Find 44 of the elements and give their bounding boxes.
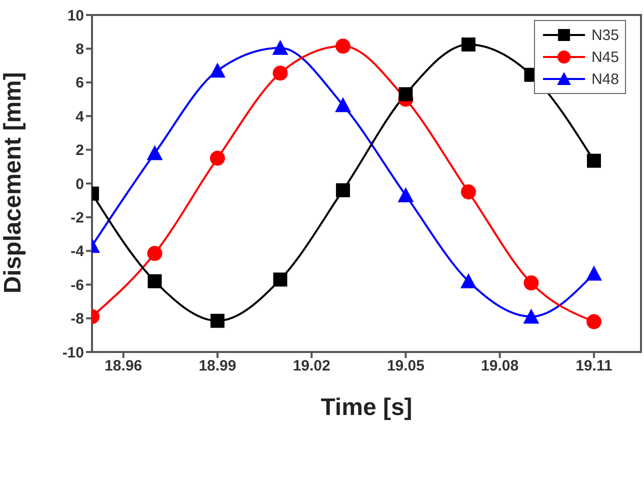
point	[334, 97, 351, 112]
point	[398, 87, 413, 102]
point	[272, 40, 288, 55]
x-tick-label: 19.02	[292, 358, 330, 375]
point	[586, 154, 601, 168]
point	[336, 183, 350, 198]
x-axis-title: Time [s]	[320, 394, 412, 421]
y-tick-label: 10	[67, 7, 84, 24]
legend-label: N48	[591, 70, 619, 88]
y-tick-label: 4	[76, 108, 85, 126]
point	[460, 184, 476, 200]
point	[148, 274, 162, 288]
legend-label: N35	[591, 26, 619, 44]
y-tick-label: 8	[76, 41, 84, 58]
x-tick-label: 19.08	[481, 358, 519, 375]
point	[272, 66, 288, 81]
y-tick-label: -6	[70, 276, 84, 294]
point	[210, 314, 224, 328]
y-tick-label: -2	[70, 210, 84, 227]
point	[209, 62, 226, 78]
legend-label: N45	[591, 48, 619, 66]
y-tick-label: -10	[62, 344, 84, 362]
point	[273, 272, 288, 287]
x-tick-label: 18.99	[198, 358, 236, 375]
point	[146, 145, 163, 160]
point	[460, 273, 476, 288]
y-axis-title: Displacement [mm]	[0, 72, 27, 294]
y-tick-label: -4	[70, 243, 85, 260]
x-tick-label: 19.05	[386, 358, 424, 375]
y-tick-label: 6	[76, 74, 84, 92]
point	[586, 266, 602, 281]
x-tick-label: 19.11	[576, 358, 612, 375]
point	[210, 150, 225, 166]
point	[586, 314, 602, 330]
y-tick-label: -8	[70, 310, 84, 328]
point	[523, 308, 540, 324]
point	[398, 187, 414, 202]
point	[461, 37, 476, 52]
y-tick-label: 0	[76, 176, 84, 193]
point	[147, 246, 162, 261]
point	[335, 38, 350, 54]
y-tick-label: 2	[76, 142, 84, 160]
x-tick-label: 18.96	[104, 358, 142, 375]
point	[524, 275, 539, 290]
